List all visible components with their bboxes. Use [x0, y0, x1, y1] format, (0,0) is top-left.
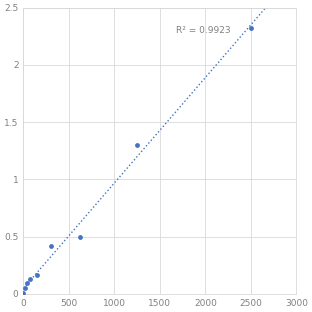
Point — [22, 286, 27, 291]
Point — [35, 272, 40, 277]
Text: R² = 0.9923: R² = 0.9923 — [176, 26, 231, 35]
Point — [21, 290, 26, 295]
Point — [134, 143, 139, 148]
Point — [78, 234, 83, 239]
Point — [28, 277, 33, 282]
Point — [24, 280, 29, 285]
Point — [48, 243, 53, 248]
Point — [248, 26, 253, 31]
